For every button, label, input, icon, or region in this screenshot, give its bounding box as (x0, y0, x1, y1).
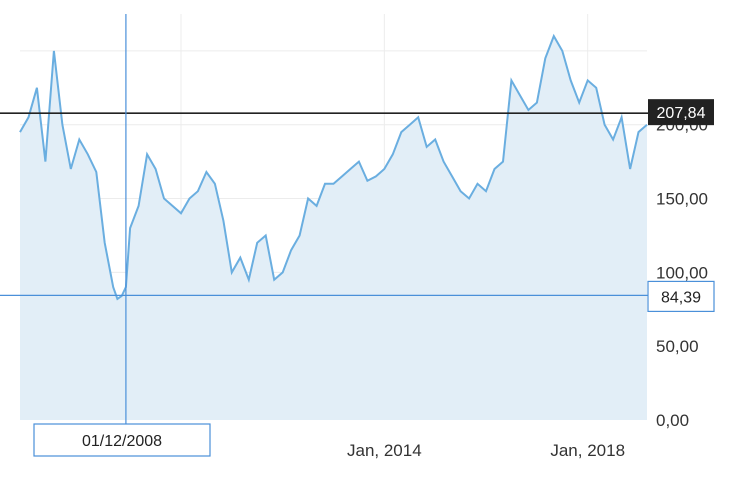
x-tick-label: Jan, 2014 (347, 441, 422, 460)
current-value-box (648, 99, 714, 126)
y-tick-label: 150,00 (656, 190, 708, 209)
x-tick-label: Jan, 2018 (550, 441, 625, 460)
area-fill (20, 36, 647, 420)
crosshair-date-label: 01/12/2008 (82, 433, 162, 450)
series-line (19, 33, 648, 301)
crosshair-value-box (647, 280, 715, 313)
y-tick-label: 0,00 (656, 411, 689, 430)
crosshair-value-label: 84,39 (661, 289, 701, 306)
crosshair-date-box (33, 423, 211, 457)
y-tick-label: 100,00 (656, 263, 708, 282)
y-tick-label: 50,00 (656, 337, 699, 356)
current-value-label: 207,84 (657, 105, 706, 122)
